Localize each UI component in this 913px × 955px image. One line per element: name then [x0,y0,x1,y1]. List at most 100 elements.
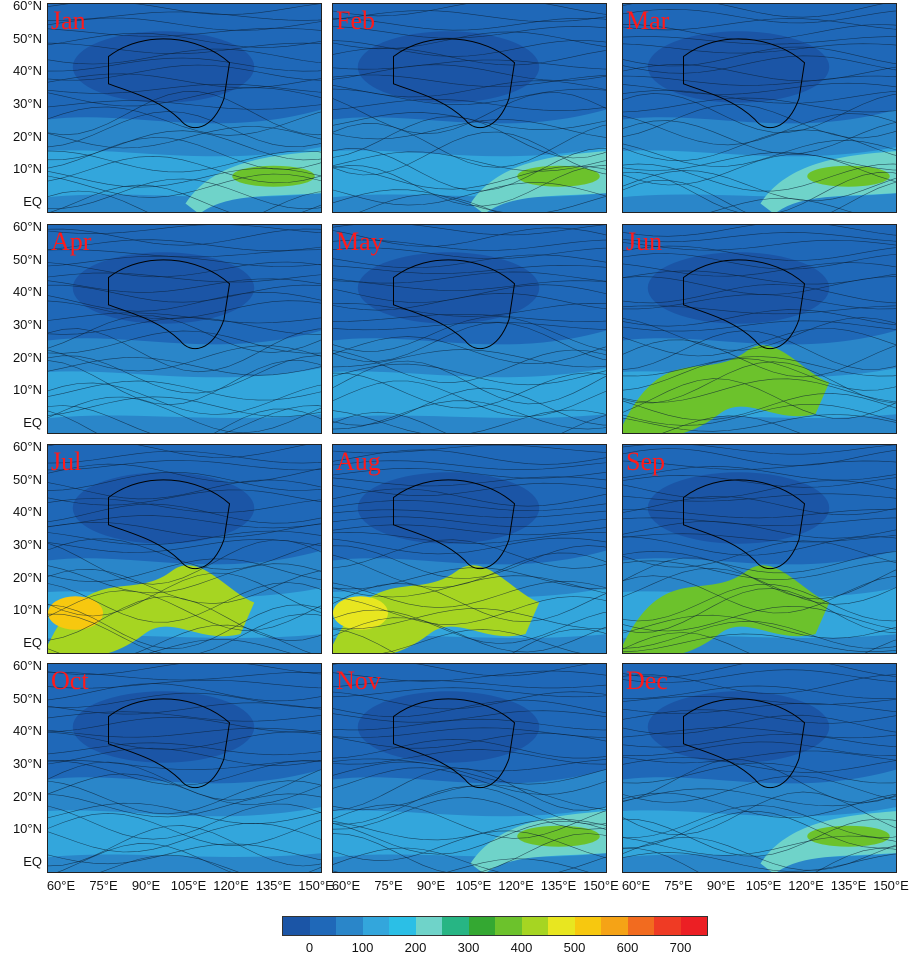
month-label: Apr [51,227,92,256]
latitude-label: 30°N [12,317,42,332]
longitude-label: 120°E [498,878,534,893]
colorbar-swatch [415,917,442,935]
month-label: Nov [336,666,381,695]
latitude-label: 30°N [12,537,42,552]
map-field [48,225,321,433]
latitude-label: EQ [23,415,42,430]
latitude-label: 30°N [12,96,42,111]
longitude-label: 90°E [416,878,446,893]
colorbar-label: 600 [616,940,639,955]
latitude-label: 60°N [12,0,42,13]
colorbar-label: 200 [404,940,427,955]
longitude-label: 90°E [131,878,161,893]
longitude-label: 105°E [170,878,207,893]
map-field [48,664,321,872]
latitude-label: 20°N [12,128,42,144]
latitude-label: 10°N [12,602,42,618]
longitude-label: 120°E [788,878,824,893]
longitude-label: 75°E [374,878,403,893]
colorbar-label: 300 [457,940,480,955]
latitude-label: 60°N [12,658,42,673]
map-panel-apr: Apr [47,224,322,434]
latitude-label: 60°N [12,219,42,234]
map-field [333,225,606,433]
colorbar-swatch [574,917,601,935]
colorbar-swatch [521,917,548,935]
month-label: Jul [51,447,82,476]
colorbar-swatch [309,917,336,935]
colorbar-swatch [336,917,363,935]
colorbar-swatch [362,917,389,935]
longitude-label: 150°E [583,878,619,893]
map-field [333,664,606,872]
latitude-label: 40°N [12,63,42,79]
latitude-label: 40°N [12,723,42,739]
colorbar-swatch [468,917,495,935]
map-field [623,4,896,212]
colorbar-swatch [548,917,575,935]
map-field [333,4,606,212]
colorbar-swatch [601,917,628,935]
latitude-label: EQ [23,194,42,209]
month-label: Sep [626,447,665,476]
month-label: Mar [626,6,670,35]
map-panel-oct: Oct [47,663,322,873]
longitude-label: 105°E [745,878,782,893]
map-panel-mar: Mar [622,3,897,213]
map-field [623,225,896,433]
colorbar-swatch [680,917,707,935]
map-field [623,445,896,653]
map-panel-nov: Nov [332,663,607,873]
map-panel-may: May [332,224,607,434]
month-label: Aug [336,447,381,476]
longitude-label: 135°E [830,878,867,893]
latitude-label: 20°N [12,788,42,804]
longitude-label: 150°E [873,878,909,893]
map-panel-sep: Sep [622,444,897,654]
colorbar-swatch [389,917,416,935]
month-label: Oct [51,666,89,695]
latitude-label: 20°N [12,569,42,585]
longitude-label: 75°E [89,878,118,893]
month-label: Feb [336,6,375,35]
latitude-label: 30°N [12,756,42,771]
latitude-label: 40°N [12,284,42,300]
colorbar-swatch [283,917,310,935]
longitude-label: 75°E [664,878,693,893]
latitude-label: EQ [23,635,42,650]
colorbar-label: 0 [305,940,314,955]
longitude-label: 150°E [298,878,334,893]
map-panel-dec: Dec [622,663,897,873]
longitude-label: 135°E [540,878,577,893]
longitude-label: 60°E [331,878,361,893]
map-field [623,664,896,872]
map-field [48,445,321,653]
map-panel-feb: Feb [332,3,607,213]
colorbar-swatch [654,917,681,935]
map-field [333,445,606,653]
colorbar-label: 400 [510,940,533,955]
longitude-label: 60°E [46,878,76,893]
colorbar-swatch [627,917,654,935]
latitude-label: 10°N [12,382,42,398]
longitude-label: 120°E [213,878,249,893]
latitude-label: 10°N [12,161,42,177]
longitude-label: 60°E [621,878,651,893]
map-field [48,4,321,212]
colorbar-label: 500 [563,940,586,955]
latitude-label: 40°N [12,504,42,520]
colorbar-swatch [495,917,522,935]
month-label: May [336,227,384,256]
latitude-label: 50°N [12,471,42,487]
map-panel-jul: Jul [47,444,322,654]
map-panel-jan: Jan [47,3,322,213]
latitude-label: EQ [23,854,42,869]
month-label: Dec [626,666,668,695]
map-panel-jun: Jun [622,224,897,434]
longitude-label: 90°E [706,878,736,893]
latitude-label: 10°N [12,821,42,837]
longitude-label: 105°E [455,878,492,893]
latitude-label: 20°N [12,349,42,365]
colorbar-swatch [442,917,469,935]
month-label: Jan [51,6,86,35]
